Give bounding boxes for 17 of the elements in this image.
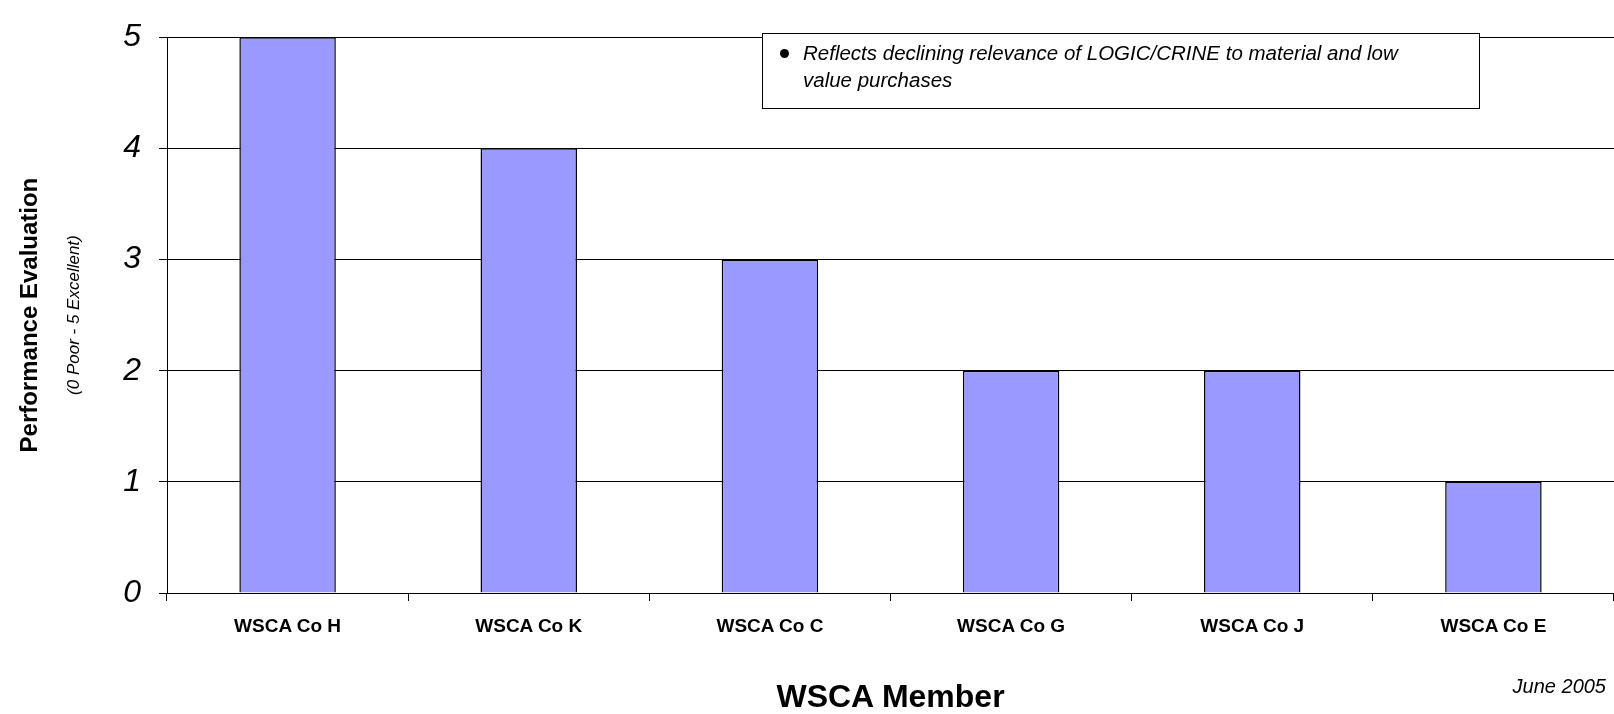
note-box: Reflects declining relevance of LOGIC/CRINE to material and low value purchases xyxy=(762,33,1480,109)
y-tick-label: 4 xyxy=(123,128,141,165)
x-axis-title: WSCA Member xyxy=(776,678,1005,714)
y-tick-label: 1 xyxy=(123,461,141,498)
y-tick-label: 2 xyxy=(122,350,142,387)
y-tick-label: 0 xyxy=(123,572,142,609)
x-tick-label: WSCA Co E xyxy=(1440,614,1547,636)
annotation: Reflects declining relevance of LOGIC/CRINE to material and low value purchases xyxy=(803,40,1400,93)
x-tick-label: WSCA Co J xyxy=(1200,614,1305,636)
y-tick-label: 3 xyxy=(123,239,142,276)
x-tick-label: WSCA Co K xyxy=(475,614,583,636)
x-tick-label: WSCA Co H xyxy=(234,614,342,636)
x-tick-label: WSCA Co G xyxy=(957,614,1066,636)
y-tick-label: 5 xyxy=(123,17,142,54)
text: June 2005 xyxy=(1512,675,1606,698)
x-tick-label: WSCA Co C xyxy=(716,614,824,636)
y-axis-title: Performance Evaluation (0 Poor - 5 Excellent) xyxy=(14,177,83,453)
